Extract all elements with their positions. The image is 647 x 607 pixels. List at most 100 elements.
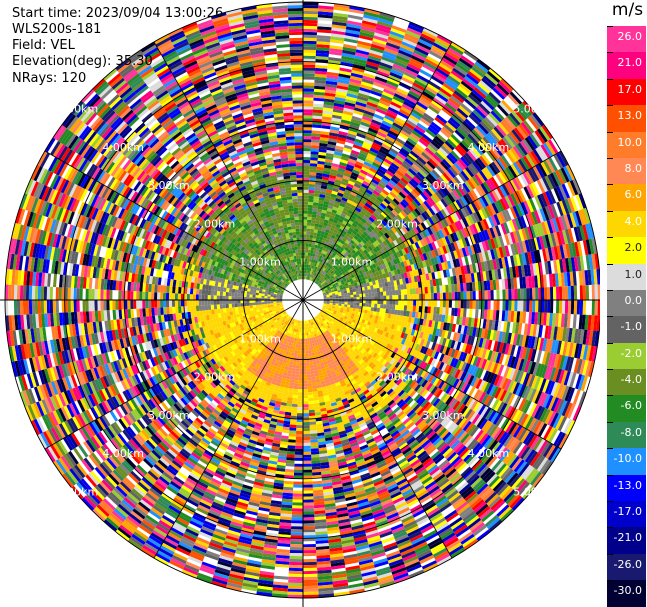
radar-gate [339,272,343,276]
radar-gate [376,154,385,161]
radar-gate [353,107,365,113]
radar-gate [306,264,309,268]
radar-gate [326,210,332,215]
radar-gate [499,138,511,152]
radar-gate [518,123,530,138]
radar-gate [366,61,380,68]
radar-gate [369,206,377,212]
radar-gate [375,73,389,81]
radar-gate [463,300,467,309]
radar-gate [303,10,319,15]
radar-gate [347,295,351,298]
radar-gate [338,189,345,195]
radar-gate [491,128,503,141]
radar-gate [351,69,364,76]
radar-gate [357,40,372,47]
radar-gate [341,52,355,59]
radar-gate [458,105,471,117]
radar-gate [350,305,354,308]
radar-gate [367,98,379,106]
radar-gate [322,253,326,258]
radar-gate [401,103,414,112]
radar-gate [335,223,341,229]
radar-gate [499,101,512,115]
radar-gate [370,249,376,255]
radar-gate [333,184,340,190]
radar-gate [409,211,417,220]
radar-gate [319,286,323,289]
radar-gate [522,100,535,115]
radar-gate [343,104,355,110]
radar-gate [388,286,392,291]
radar-gate [342,194,350,200]
radar-gate [368,251,373,257]
radar-gate [323,167,331,172]
radar-gate [397,229,403,237]
radar-gate [306,273,309,277]
radar-gate [415,125,426,134]
radar-gate [303,252,306,256]
radar-gate [412,82,426,91]
radar-gate [367,55,382,62]
radar-gate [454,146,465,157]
radar-gate [507,93,520,107]
radar-gate [395,205,403,213]
radar-gate [323,281,328,285]
radar-gate [320,215,326,220]
radar-gate [318,258,322,262]
radar-gate [434,95,447,105]
radar-gate [373,139,383,146]
radar-gate [345,138,355,145]
radar-gate [322,263,326,268]
radar-gate [303,148,311,152]
radar-gate [332,268,337,273]
radar-gate [329,227,335,232]
radar-gate [321,125,331,130]
radar-gate [389,191,397,199]
radar-gate [313,202,319,206]
radar-gate [378,222,385,229]
radar-gate [322,176,329,181]
radar-gate [340,61,354,67]
radar-gate [331,259,335,263]
radar-gate [368,150,378,157]
radar-gate [333,6,350,12]
radar-gate [415,305,420,313]
radar-gate [371,292,375,297]
radar-gate [357,174,366,181]
radar-gate [397,111,409,120]
radar-gate [339,202,346,208]
radar-gate [307,252,311,256]
radar-gate [419,154,429,163]
radar-gate [472,300,476,309]
radar-gate [466,150,477,162]
radar-gate [439,300,444,308]
radar-gate [303,168,310,172]
radar-gate [303,192,309,196]
radar-gate [332,18,348,24]
radar-gate [341,293,345,296]
radar-gate [544,287,548,300]
radar-gate [428,293,432,300]
radar-gate [340,122,350,128]
radar-gate [328,269,333,273]
radar-gate [357,243,363,249]
radar-gate [306,231,311,235]
radar-gate [402,198,410,207]
radar-gate [325,229,330,234]
radar-gate [389,165,398,173]
radar-gate [321,260,326,264]
radar-gate [495,142,506,155]
radar-gate [329,199,336,204]
radar-gate [408,90,421,99]
radar-gate [423,112,435,122]
radar-gate [406,27,422,36]
radar-gate [451,164,461,175]
radar-gate [323,98,335,103]
radar-gate [338,253,343,258]
radar-gate [430,47,445,58]
radar-gate [372,220,379,227]
radar-gate [353,141,363,147]
radar-gate [310,228,315,233]
radar-gate [347,292,351,296]
